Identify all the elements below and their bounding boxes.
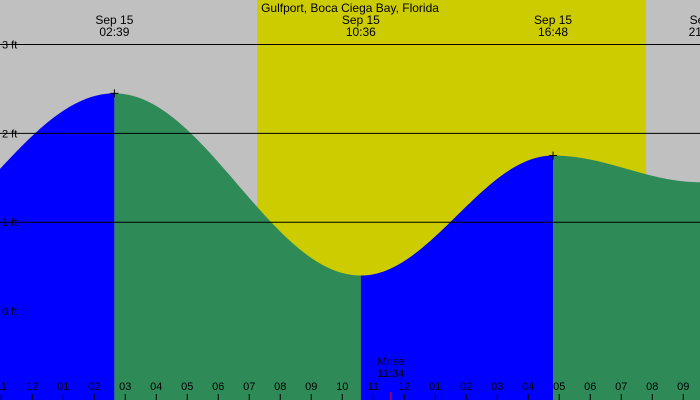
- hour-tick-label: 12: [398, 381, 410, 393]
- height-tick-labels: 0 ft 1 ft 2 ft 3 ft: [2, 39, 17, 318]
- hour-tick-label: 04: [522, 381, 534, 393]
- extreme-date-label: Sep: [690, 13, 700, 27]
- chart-title: Gulfport, Boca Ciega Bay, Florida: [261, 1, 439, 15]
- height-tick-label: 3 ft: [2, 39, 17, 51]
- hour-tick-label: 03: [491, 381, 503, 393]
- hour-tick-label: 03: [119, 381, 131, 393]
- moonrise-time: 11:34: [378, 368, 405, 380]
- hour-tick-label: 07: [615, 381, 627, 393]
- extreme-time-label: 16:48: [538, 25, 568, 39]
- extreme-date-label: Sep 15: [95, 13, 133, 27]
- moonrise-label: Mrise: [377, 356, 404, 368]
- rising-tide-area: [0, 93, 115, 400]
- height-tick-label: 1 ft: [2, 217, 17, 229]
- falling-tide-area: [553, 155, 700, 400]
- hour-tick-label: 01: [57, 381, 69, 393]
- rising-tide-area: [360, 155, 554, 400]
- hour-tick-label: 04: [150, 381, 162, 393]
- hour-tick-label: 11: [0, 381, 7, 393]
- hour-tick-label: 02: [88, 381, 100, 393]
- hour-tick-label: 01: [429, 381, 441, 393]
- hour-tick-label: 09: [305, 381, 317, 393]
- extreme-date-label: Sep 15: [342, 13, 380, 27]
- hour-tick-label: 05: [181, 381, 193, 393]
- hour-tick-label: 11: [368, 381, 379, 393]
- hour-tick-label: 08: [274, 381, 286, 393]
- hour-tick-label: 07: [243, 381, 255, 393]
- hour-tick-label: 05: [553, 381, 565, 393]
- height-tick-label: 0 ft: [2, 306, 17, 318]
- falling-tide-area: [114, 93, 361, 400]
- hour-tick-label: 06: [584, 381, 596, 393]
- height-tick-label: 2 ft: [2, 128, 17, 140]
- extreme-time-label: 02:39: [99, 25, 129, 39]
- extreme-date-label: Sep 15: [534, 13, 572, 27]
- hour-tick-label: 10: [336, 381, 348, 393]
- hour-ticks: 11 12 01 02 03 04 05 06 07 08 09 10 11 12 01 02 03 04 05 06…: [0, 381, 689, 400]
- hour-tick-label: 08: [646, 381, 658, 393]
- extreme-time-label: 10:36: [346, 25, 376, 39]
- hour-tick-label: 02: [460, 381, 472, 393]
- hour-tick-label: 06: [212, 381, 224, 393]
- height-gridlines: [0, 43, 700, 223]
- tide-areas: [0, 93, 700, 400]
- extreme-time-label: 21:3: [689, 25, 700, 39]
- hour-tick-label: 09: [677, 381, 689, 393]
- hour-tick-label: 12: [26, 381, 38, 393]
